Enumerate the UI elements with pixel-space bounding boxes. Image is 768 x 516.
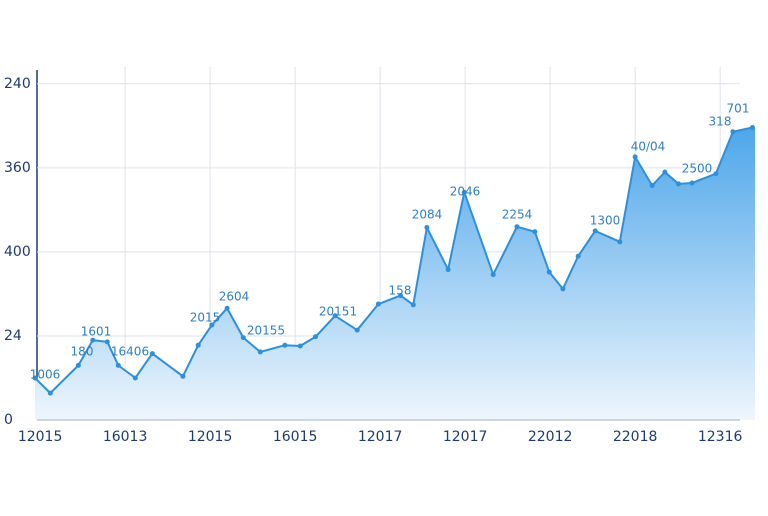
- point: [90, 337, 96, 343]
- point: [575, 253, 581, 259]
- x-tick-label: 12015: [18, 429, 63, 445]
- y-tick-label: 240: [4, 76, 31, 92]
- annotation: 20155: [247, 324, 285, 338]
- point: [592, 228, 598, 234]
- point: [461, 189, 467, 195]
- point: [313, 334, 319, 340]
- point: [47, 390, 53, 396]
- x-tick-label: 12017: [443, 429, 488, 445]
- annotation: 40/04: [631, 140, 666, 154]
- x-tick-label: 12015: [188, 429, 233, 445]
- annotation: 2500: [682, 162, 713, 176]
- point: [240, 335, 246, 341]
- point: [730, 129, 736, 135]
- point: [195, 342, 201, 348]
- point: [282, 342, 288, 348]
- point: [713, 171, 719, 177]
- point: [649, 183, 655, 189]
- annotation: 2046: [450, 185, 481, 199]
- annotation: 20151: [319, 305, 357, 319]
- point: [104, 339, 110, 345]
- point: [332, 313, 338, 319]
- y-tick-label: 360: [4, 160, 31, 176]
- point: [546, 269, 552, 275]
- point: [445, 267, 451, 273]
- point: [257, 349, 263, 355]
- point: [514, 224, 520, 230]
- point: [297, 343, 303, 349]
- x-tick-label: 16013: [103, 429, 148, 445]
- annotation: 2604: [219, 290, 250, 304]
- annotation: 1300: [590, 214, 621, 228]
- annotation: 701: [727, 102, 750, 116]
- y-tick-label: 0: [4, 412, 13, 428]
- point: [662, 169, 668, 175]
- point: [689, 180, 695, 186]
- annotation: 16406: [111, 345, 149, 359]
- annotation: 2084: [412, 208, 443, 222]
- point: [398, 293, 404, 299]
- point: [410, 302, 416, 308]
- annotation: 1601: [81, 325, 112, 339]
- point: [560, 286, 566, 292]
- point: [375, 301, 381, 307]
- annotation: 180: [71, 345, 94, 359]
- y-tick-label: 400: [4, 244, 31, 260]
- x-tick-label: 22018: [613, 429, 658, 445]
- point: [617, 239, 623, 245]
- x-tick-label: 16015: [273, 429, 318, 445]
- annotation: 318: [709, 115, 732, 129]
- point: [532, 229, 538, 235]
- annotation: 1006: [30, 368, 61, 382]
- x-tick-label: 22012: [528, 429, 573, 445]
- point: [32, 375, 38, 381]
- point: [149, 351, 155, 357]
- point: [115, 362, 121, 368]
- point: [632, 154, 638, 160]
- point: [424, 225, 430, 231]
- point: [749, 125, 755, 131]
- x-tick-label: 12316: [698, 429, 743, 445]
- annotation: 2254: [502, 208, 533, 222]
- point: [224, 305, 230, 311]
- x-tick-label: 12017: [358, 429, 403, 445]
- annotation: 158: [389, 284, 412, 298]
- y-tick-label: 24: [4, 328, 22, 344]
- point: [354, 327, 360, 333]
- annotation: 2015: [190, 311, 221, 325]
- point: [209, 322, 215, 328]
- point: [490, 272, 496, 278]
- point: [675, 181, 681, 187]
- point: [75, 362, 81, 368]
- area: [35, 127, 755, 420]
- point: [132, 375, 138, 381]
- point: [180, 373, 186, 379]
